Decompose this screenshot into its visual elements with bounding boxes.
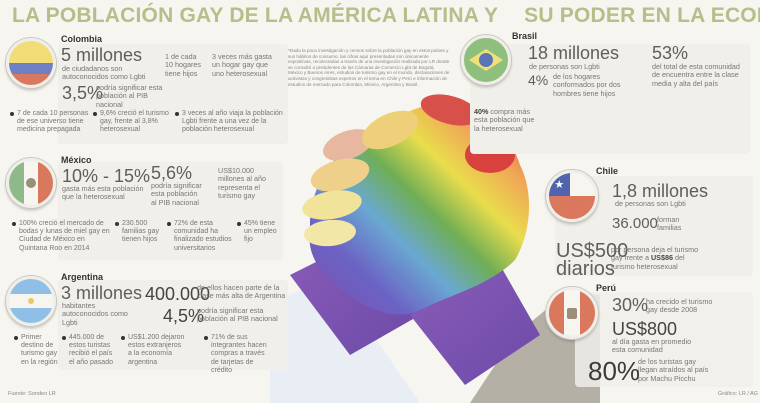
peru-coat-of-arms-icon xyxy=(566,307,577,319)
title-part-1: LA POBLACIÓN GAY DE LA AMÉRICA LATINA Y xyxy=(12,4,499,27)
mexico-stat-spending: 10% - 15% xyxy=(62,166,151,186)
mexico-stat-spending-text: gasta más esta población que la heterose… xyxy=(62,184,144,202)
peru-flag-icon xyxy=(546,287,598,339)
peru-stat-machu-picchu-text: de los turistas gay llegan atraídos al p… xyxy=(638,357,709,383)
argentina-bullet-1: Primer destino de turismo gay en la regi… xyxy=(14,334,58,367)
argentina-stat-pib-text: podría significar esta población al PIB … xyxy=(197,306,278,324)
peru-stat-tourism-growth: 30% xyxy=(612,295,649,315)
chile-label: Chile xyxy=(596,166,619,176)
colombia-stat-pib-text: podría significar esta población al PIB … xyxy=(96,83,163,109)
mexico-bullet-2: 230.500 familias gay tienen hijos xyxy=(115,220,165,245)
colombia-stat-spending: 3 veces más gasta un hogar gay que uno h… xyxy=(212,52,272,78)
methodology-footnote: *Dada la poca investigación y censos sob… xyxy=(288,48,450,87)
argentina-label: Argentina xyxy=(61,272,104,282)
chile-stat-population: 1,8 millones xyxy=(612,181,709,201)
mexico-flag-icon xyxy=(6,158,56,208)
argentina-stat-population-text: habitantes autoconocidos como Lgbti xyxy=(62,301,128,327)
argentina-bullet-2: 445.000 de estos turistas recibió el paí… xyxy=(62,334,114,367)
chile-text-c: del turismo heterosexual xyxy=(611,253,685,271)
peru-stat-machu-picchu: 80% xyxy=(588,356,641,386)
peru-panel xyxy=(575,292,753,387)
chile-stat-tourism-spend-line2: diarios xyxy=(556,258,615,280)
brasil-stat-households: 4% xyxy=(528,72,549,88)
mexico-label: México xyxy=(61,155,92,165)
chile-stat-tourism-spend-line1: US$500 xyxy=(556,240,629,262)
colombia-stat-households: 1 de cada 10 hogares tiene hijos xyxy=(165,52,201,78)
argentina-stat-upper-class-text: de ellos hacen parte de la clase más alt… xyxy=(197,283,286,301)
chile-text-b: US$86 xyxy=(650,253,673,263)
brasil-panel xyxy=(470,44,750,154)
brasil-label: Brasil xyxy=(512,31,538,41)
chile-stat-tourism-spend: US$500 diarios xyxy=(556,240,629,280)
mexico-bullet-4: 45% tiene un empleo fijo xyxy=(237,220,277,245)
mexico-bullet-1: 100% creció el mercado de bodas y lunas … xyxy=(12,220,110,253)
mexico-panel xyxy=(58,162,283,260)
brasil-stat-class-text: del total de esta comunidad de encuentra… xyxy=(652,62,740,88)
brazil-globe-icon xyxy=(479,53,493,67)
mexico-stat-pib: 5,6% xyxy=(151,163,193,183)
chile-stat-tourism-spend-text: por persona deja el turismo gay frente a… xyxy=(611,245,703,271)
brasil-stat-shopping: 40% compra más esta población que la het… xyxy=(474,107,539,133)
peru-label: Perú xyxy=(596,283,617,293)
colombia-stat-pib: 3,5% xyxy=(62,83,104,103)
chile-stat-families: 36.000 xyxy=(612,215,658,232)
mexico-stat-tourism: US$10.000 millones al año representa el … xyxy=(218,166,266,201)
chile-text-a: por persona deja el turismo gay frente a xyxy=(611,245,699,263)
brasil-stat-population: 18 millones xyxy=(528,43,620,63)
peru-stat-daily-spend-text: al día gasta en promedio esta comunidad xyxy=(612,337,692,355)
argentina-bullet-4: 71% de sus integrantes hacen compras a t… xyxy=(204,334,274,375)
title-part-2: SU PODER EN LA ECONOMÍA* xyxy=(524,4,760,27)
argentina-flag-icon xyxy=(6,276,56,326)
page-title: LA POBLACIÓN GAY DE LA AMÉRICA LATINA Y S… xyxy=(12,4,760,28)
chile-stat-population-text: de personas son Lgbti xyxy=(615,199,686,208)
colombia-stat-population: 5 millones xyxy=(61,45,143,65)
brasil-stat-households-text: de los hogares conformados por dos hombr… xyxy=(553,72,621,98)
colombia-flag-icon xyxy=(6,38,56,88)
brasil-stat-class: 53% xyxy=(652,43,689,63)
colombia-bullet-2: 9,6% creció el turismo gay, frente al 3,… xyxy=(93,110,173,135)
chile-stat-families-text: forman familias xyxy=(657,215,682,233)
colombia-panel xyxy=(58,44,288,144)
mexico-stat-pib-text: podría significar esta población al PIB … xyxy=(151,181,202,207)
credit-note: Gráfico: LR / AG xyxy=(718,391,759,397)
colombia-stat-population-text: de ciudadanos son autoconocidos como Lgb… xyxy=(62,64,146,82)
brazil-flag-icon xyxy=(461,35,511,85)
argentina-bullet-3: US$1.200 dejaron estos extranjeros a la … xyxy=(121,334,187,367)
rainbow-hands-illustration xyxy=(270,94,600,403)
chile-flag-icon: ★ xyxy=(546,170,598,222)
mexico-bullet-3: 72% de esta comunidad ha finalizado estu… xyxy=(167,220,237,253)
brasil-stat-shopping-text: compra más esta población que la heteros… xyxy=(474,107,535,133)
argentina-stat-population: 3 millones xyxy=(61,283,143,303)
argentina-stat-pib: 4,5% xyxy=(163,306,205,326)
argentina-sun-icon xyxy=(28,297,34,304)
source-note: Fuente: Sondeo LR xyxy=(8,391,56,397)
brasil-stat-shopping-value: 40% xyxy=(474,107,489,116)
colombia-bullet-3: 3 veces al año viaja la población Lgbti … xyxy=(175,110,285,135)
colombia-label: Colombia xyxy=(61,34,103,44)
peru-stat-tourism-growth-text: ha crecido el turismo gay desde 2008 xyxy=(646,297,713,315)
brasil-stat-population-text: de personas son Lgbti xyxy=(529,62,600,71)
peru-stat-daily-spend: US$800 xyxy=(612,319,678,339)
argentina-panel xyxy=(58,280,288,370)
argentina-stat-upper-class: 400.000 xyxy=(145,284,211,304)
colombia-bullet-1: 7 de cada 10 personas de ese universo ti… xyxy=(10,110,90,135)
mexico-eagle-emblem-icon xyxy=(25,178,36,188)
